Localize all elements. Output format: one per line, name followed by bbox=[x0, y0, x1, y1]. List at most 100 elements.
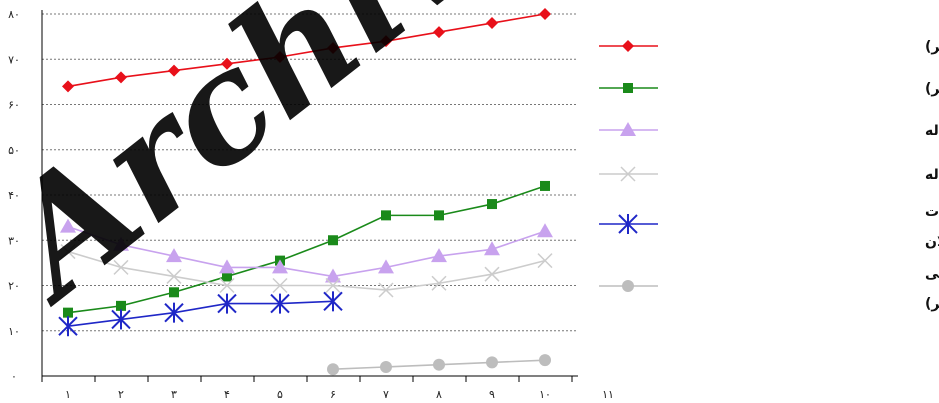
series-1 bbox=[62, 8, 551, 93]
data-point bbox=[431, 248, 447, 263]
data-point bbox=[113, 259, 129, 275]
data-point bbox=[327, 41, 339, 54]
data-point bbox=[166, 268, 182, 284]
legend-label: (صدهزار نفر) bbox=[925, 296, 939, 312]
x-axis-tick-labels: ۱ ۲ ۳ ۴ ۵ ۶ ۷ ۸ ۹ ۱۰ ۱۱ bbox=[65, 388, 614, 401]
series-line bbox=[67, 250, 546, 291]
data-point bbox=[381, 210, 391, 221]
x-tick-label: ۱۰ bbox=[539, 388, 551, 401]
legend-swatch-marker bbox=[620, 122, 636, 136]
legend-label: تعداد دانشجویان تحصیلات تکمیلی bbox=[925, 266, 939, 282]
data-point bbox=[323, 291, 343, 312]
legend-swatch-marker bbox=[618, 214, 638, 234]
data-point-stroke bbox=[113, 259, 129, 275]
data-point bbox=[219, 259, 235, 274]
data-point bbox=[434, 210, 444, 221]
legend-label: نرخ بیکاری جوانان ۲۹-۱۵ ساله bbox=[925, 167, 939, 183]
x-tick-label: ۷ bbox=[383, 388, 389, 401]
x-tick-label: ۹ bbox=[489, 388, 495, 401]
data-point bbox=[378, 259, 394, 274]
legend-label: جمعیت (میلیون نفر) bbox=[925, 39, 939, 55]
data-point bbox=[164, 302, 184, 323]
series-3 bbox=[60, 218, 553, 283]
legend-item-2: تعداد دانشجویان (صدهزار نفر) bbox=[599, 81, 939, 97]
data-point bbox=[270, 293, 290, 314]
data-point bbox=[166, 248, 182, 263]
data-point bbox=[272, 277, 288, 294]
legend-item-3: نرخ بیکاری جوانان ۲۴-۱۵ ساله bbox=[599, 122, 939, 139]
data-point bbox=[537, 223, 553, 238]
x-tick-label: ۶ bbox=[330, 388, 336, 401]
data-point bbox=[380, 35, 392, 48]
y-tick-label: ۴۰ bbox=[8, 189, 20, 202]
data-point bbox=[539, 354, 551, 367]
legend-swatch-marker bbox=[620, 166, 636, 182]
data-point bbox=[63, 307, 73, 318]
data-point-stroke bbox=[378, 282, 394, 298]
data-point bbox=[537, 253, 553, 269]
y-tick-label: ۵۰ bbox=[8, 144, 20, 157]
series-6 bbox=[327, 354, 551, 376]
data-point bbox=[433, 358, 445, 371]
data-point bbox=[328, 235, 338, 246]
data-point bbox=[486, 356, 498, 369]
data-point bbox=[431, 275, 447, 291]
y-tick-label: ۶۰ bbox=[8, 99, 20, 112]
data-point bbox=[484, 266, 500, 282]
data-point-stroke bbox=[484, 266, 500, 282]
data-point-stroke bbox=[166, 268, 182, 284]
data-point bbox=[272, 259, 288, 274]
legend-label: نرخ بیکاری جوانان ۲۴-۱۵ ساله bbox=[925, 123, 939, 139]
data-point bbox=[60, 218, 76, 233]
legend-item-1: جمعیت (میلیون نفر) bbox=[599, 39, 939, 55]
data-point bbox=[327, 363, 339, 376]
series-5 bbox=[58, 291, 343, 337]
series-line bbox=[67, 225, 546, 278]
data-point bbox=[487, 199, 497, 210]
y-axis-tick-labels: ۰ ۱۰ ۲۰ ۳۰ ۴۰ ۵۰ ۶۰ ۷۰ ۸۰ bbox=[8, 8, 20, 383]
x-tick-label: ۵ bbox=[277, 388, 283, 401]
data-point bbox=[58, 316, 78, 337]
data-point bbox=[378, 282, 394, 298]
legend: جمعیت (میلیون نفر) تعداد دانشجویان (صدهزا… bbox=[599, 39, 939, 312]
series-line bbox=[67, 300, 334, 328]
x-tick-label: ۱ bbox=[65, 388, 71, 401]
data-point bbox=[115, 71, 127, 84]
data-point-stroke bbox=[325, 277, 341, 294]
data-point bbox=[539, 8, 551, 20]
data-point bbox=[217, 293, 237, 314]
data-point-stroke bbox=[60, 244, 76, 260]
legend-swatch-marker bbox=[622, 40, 634, 52]
data-point bbox=[380, 360, 392, 373]
data-point-stroke bbox=[272, 277, 288, 294]
axes bbox=[41, 10, 578, 382]
legend-item-5: سهم شاغلان دارای تحصیلات عالی به کل شاغلا… bbox=[599, 204, 939, 250]
x-tick-label: ۲ bbox=[118, 388, 124, 401]
x-tick-label: ۸ bbox=[436, 388, 442, 401]
y-tick-label: ۲۰ bbox=[8, 280, 20, 293]
data-point bbox=[486, 17, 498, 30]
legend-swatch-marker bbox=[622, 280, 634, 292]
series-line bbox=[67, 13, 546, 88]
data-point bbox=[62, 80, 74, 93]
series-4 bbox=[60, 244, 553, 298]
data-point bbox=[540, 180, 550, 191]
data-point bbox=[169, 287, 179, 298]
legend-label: سهم شاغلان دارای تحصیلات bbox=[925, 204, 939, 220]
x-tick-label: ۳ bbox=[171, 388, 177, 401]
series-lines bbox=[58, 8, 553, 376]
legend-label: عالی به کل شاغلان bbox=[925, 234, 939, 250]
data-point bbox=[433, 26, 445, 39]
data-point bbox=[219, 277, 235, 294]
data-point bbox=[325, 277, 341, 294]
data-point bbox=[484, 241, 500, 256]
legend-label: تعداد دانشجویان (صدهزار نفر) bbox=[925, 81, 939, 97]
data-point-stroke bbox=[431, 275, 447, 291]
x-tick-label: ۴ bbox=[224, 388, 230, 401]
series-2 bbox=[63, 180, 550, 318]
data-point bbox=[325, 268, 341, 283]
data-point-stroke bbox=[537, 253, 553, 269]
data-point bbox=[222, 271, 232, 282]
y-tick-label: ۸۰ bbox=[8, 8, 20, 21]
